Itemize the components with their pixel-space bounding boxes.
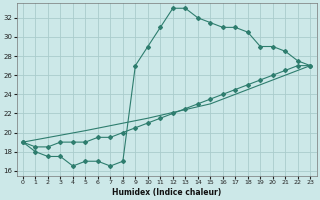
X-axis label: Humidex (Indice chaleur): Humidex (Indice chaleur): [112, 188, 221, 197]
